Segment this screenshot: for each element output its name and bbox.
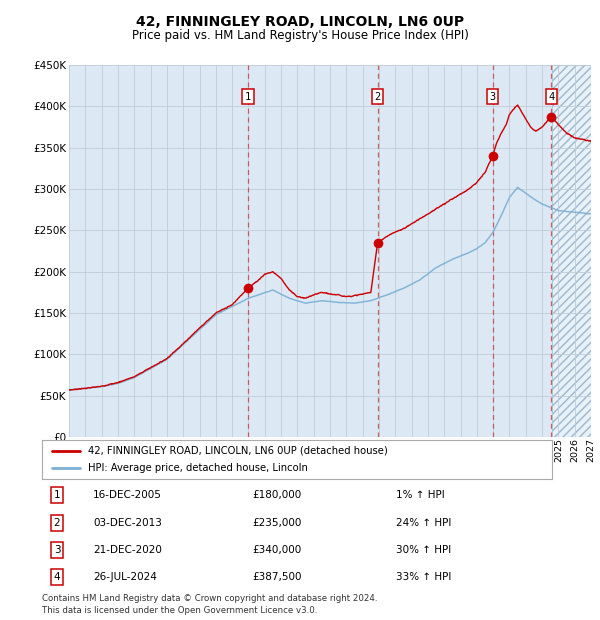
- Text: 1% ↑ HPI: 1% ↑ HPI: [396, 490, 445, 500]
- Text: 03-DEC-2013: 03-DEC-2013: [93, 518, 162, 528]
- Text: £340,000: £340,000: [252, 545, 301, 555]
- Text: £387,500: £387,500: [252, 572, 302, 582]
- Text: Contains HM Land Registry data © Crown copyright and database right 2024.: Contains HM Land Registry data © Crown c…: [42, 594, 377, 603]
- Text: 26-JUL-2024: 26-JUL-2024: [93, 572, 157, 582]
- Text: 42, FINNINGLEY ROAD, LINCOLN, LN6 0UP (detached house): 42, FINNINGLEY ROAD, LINCOLN, LN6 0UP (d…: [88, 446, 388, 456]
- Text: 33% ↑ HPI: 33% ↑ HPI: [396, 572, 451, 582]
- Text: £180,000: £180,000: [252, 490, 301, 500]
- Text: £235,000: £235,000: [252, 518, 301, 528]
- Text: 42, FINNINGLEY ROAD, LINCOLN, LN6 0UP: 42, FINNINGLEY ROAD, LINCOLN, LN6 0UP: [136, 16, 464, 30]
- Text: 30% ↑ HPI: 30% ↑ HPI: [396, 545, 451, 555]
- Text: 1: 1: [53, 490, 61, 500]
- Text: 4: 4: [548, 92, 554, 102]
- Text: 2: 2: [374, 92, 381, 102]
- Text: 1: 1: [245, 92, 251, 102]
- Text: This data is licensed under the Open Government Licence v3.0.: This data is licensed under the Open Gov…: [42, 606, 317, 616]
- Text: 3: 3: [490, 92, 496, 102]
- Text: 16-DEC-2005: 16-DEC-2005: [93, 490, 162, 500]
- Text: Price paid vs. HM Land Registry's House Price Index (HPI): Price paid vs. HM Land Registry's House …: [131, 29, 469, 42]
- Text: 21-DEC-2020: 21-DEC-2020: [93, 545, 162, 555]
- Text: 2: 2: [53, 518, 61, 528]
- Text: 24% ↑ HPI: 24% ↑ HPI: [396, 518, 451, 528]
- Text: HPI: Average price, detached house, Lincoln: HPI: Average price, detached house, Linc…: [88, 463, 308, 473]
- Text: 3: 3: [53, 545, 61, 555]
- Text: 4: 4: [53, 572, 61, 582]
